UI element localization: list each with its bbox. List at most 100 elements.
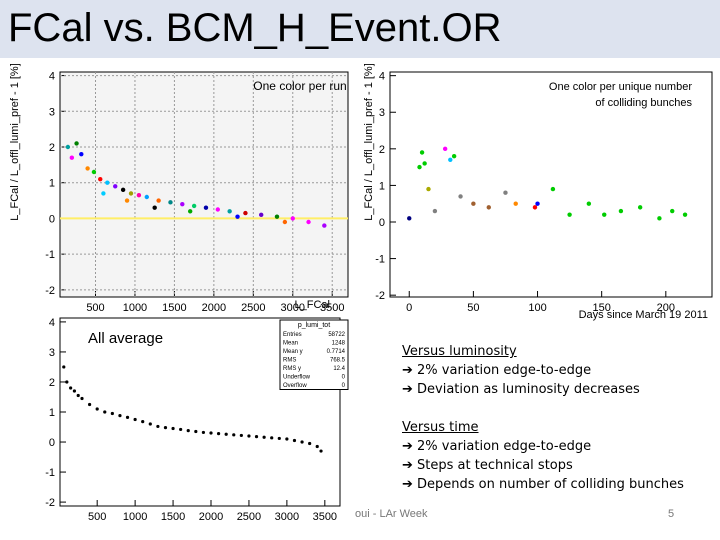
data-point [586, 201, 592, 206]
data-point [235, 214, 240, 219]
data-point [285, 437, 289, 441]
stats-label: RMS [283, 358, 296, 364]
data-point [105, 180, 110, 185]
y-tick-label: 4 [49, 71, 55, 83]
note-block: Versus time ➔ 2% variation edge-to-edge … [402, 418, 684, 494]
footer: oui - LAr Week [355, 508, 428, 520]
data-point [171, 426, 175, 431]
data-point [136, 193, 142, 198]
data-point [426, 186, 431, 192]
notes: Versus luminosity ➔ 2% variation edge-to… [402, 342, 684, 513]
y-tick-label: 2 [49, 142, 55, 154]
y-tick-label: 0 [379, 217, 385, 229]
plot-frame [389, 71, 713, 298]
data-point [65, 144, 71, 150]
x-tick-label: 0 [406, 302, 412, 314]
note-item: ➔ Depends on number of colliding bunches [402, 477, 684, 492]
stats-value: 12.4 [333, 366, 345, 372]
y-tick-label: 1 [49, 178, 55, 190]
data-point [451, 153, 457, 159]
note-item: ➔ Deviation as luminosity decreases [402, 382, 640, 397]
y-tick-label: -1 [45, 249, 55, 261]
y-tick-label: 2 [49, 377, 55, 389]
data-point [308, 441, 312, 446]
data-point [72, 389, 77, 393]
x-tick-label: 3000 [275, 511, 299, 523]
x-tick-label: 1000 [123, 302, 147, 314]
y-axis-label: L_FCal / L_offl_lumi_pref - 1 [%] [9, 63, 21, 221]
data-point [144, 194, 149, 200]
data-point [79, 151, 84, 157]
data-point [670, 208, 675, 214]
note-text: Deviation as luminosity decreases [417, 382, 640, 397]
data-point [254, 435, 259, 439]
stats-value: 1248 [332, 341, 346, 347]
data-point [442, 146, 448, 152]
note-heading: Versus time [402, 420, 479, 435]
x-tick-label: 2000 [199, 511, 223, 523]
y-tick-label: 3 [379, 107, 385, 119]
note-text: 2% variation edge-to-edge [417, 439, 592, 454]
data-point [419, 150, 425, 155]
data-point [62, 365, 66, 369]
note-item: ➔ 2% variation edge-to-edge [402, 439, 592, 454]
data-point [194, 429, 198, 434]
x-tick-label: 150 [592, 302, 610, 314]
data-point [191, 203, 197, 209]
data-point [215, 207, 221, 212]
data-point [471, 201, 476, 206]
note-heading: Versus luminosity [402, 344, 517, 359]
note-block: Versus luminosity ➔ 2% variation edge-to… [402, 342, 684, 399]
data-point [319, 449, 323, 453]
data-point [113, 184, 118, 189]
data-point [448, 157, 453, 163]
data-point [232, 433, 236, 437]
stats-label: Mean y [283, 349, 303, 355]
x-tick-label: 1500 [162, 302, 186, 314]
data-point [128, 191, 134, 196]
stats-label: Overflow [283, 383, 307, 389]
data-point [247, 434, 251, 438]
y-tick-label: 3 [49, 347, 55, 359]
data-point [124, 198, 130, 203]
data-point [618, 208, 624, 214]
x-tick-label: 2500 [237, 511, 261, 523]
data-point [243, 210, 248, 216]
y-tick-label: 4 [379, 71, 385, 83]
annotation: One color per run [253, 79, 346, 93]
data-point [682, 212, 688, 217]
data-point [186, 429, 190, 433]
data-point [513, 201, 518, 206]
data-point [306, 219, 311, 225]
data-point [315, 444, 319, 449]
data-point [503, 190, 508, 195]
annotation: One color per unique number of colliding … [549, 81, 693, 109]
data-point [535, 201, 540, 206]
data-point [550, 186, 556, 192]
stats-value: 58722 [328, 332, 345, 338]
y-tick-label: -2 [375, 290, 385, 302]
annotation: All average [88, 330, 163, 347]
data-point [148, 422, 152, 426]
annotation-line: of colliding bunches [595, 97, 692, 109]
x-tick-label: 3500 [320, 302, 344, 314]
data-point [69, 155, 75, 160]
data-point [417, 164, 422, 170]
y-tick-label: -1 [375, 254, 385, 266]
data-point [290, 216, 295, 221]
data-point [156, 198, 161, 203]
data-point [156, 424, 160, 429]
data-point [180, 201, 185, 207]
data-point [432, 208, 438, 214]
data-point [120, 187, 126, 193]
stats-label: Underflow [283, 375, 311, 381]
data-point [322, 223, 327, 228]
x-tick-label: 500 [86, 302, 104, 314]
data-point [532, 205, 538, 210]
title-bar: FCal vs. BCM_H_Event.OR [0, 0, 720, 61]
note-item: ➔ Steps at technical stops [402, 458, 573, 473]
data-point [133, 417, 137, 422]
note-text: 2% variation edge-to-edge [417, 363, 592, 378]
y-tick-label: -1 [45, 467, 55, 479]
